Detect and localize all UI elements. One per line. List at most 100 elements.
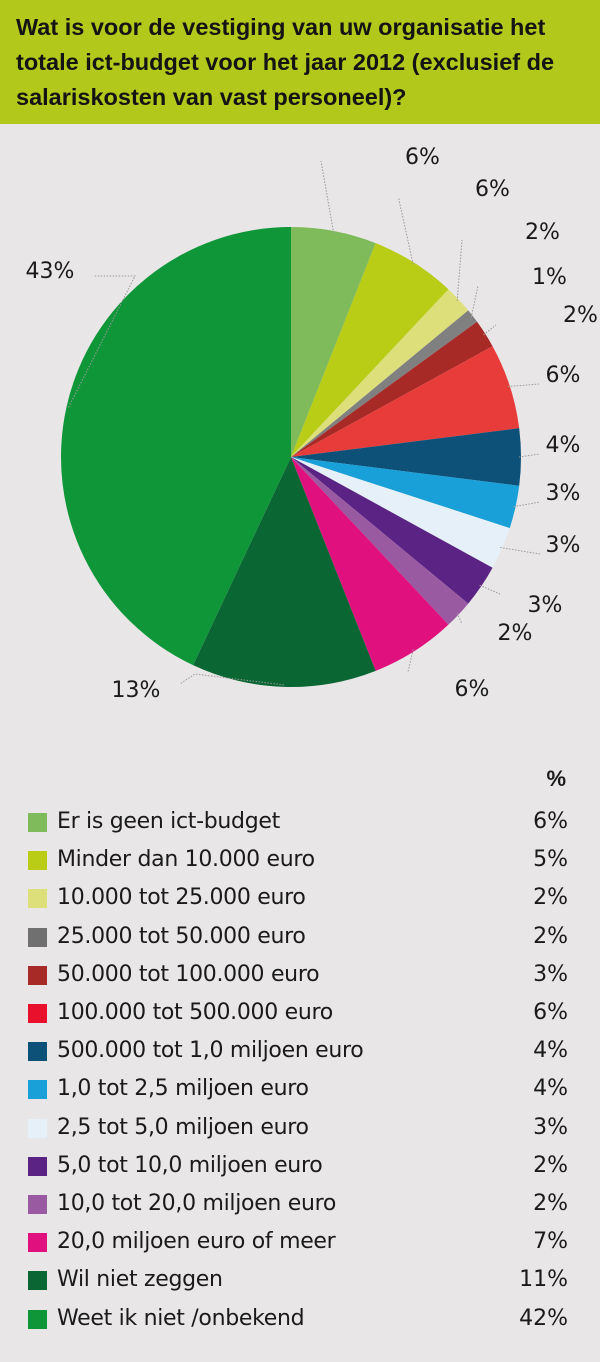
pie-slice: [291, 457, 469, 625]
legend-item: Wil niet zeggen 11%: [28, 1264, 568, 1294]
legend-label: Minder dan 10.000 euro: [57, 847, 315, 873]
legend-value: 2%: [533, 1191, 568, 1216]
legend-value: 3%: [533, 1114, 568, 1140]
legend-item: Er is geen ict-budget 6%: [28, 806, 568, 836]
legend-item: 5,0 tot 10,0 miljoen euro 2%: [28, 1150, 568, 1180]
slice-label: 3%: [546, 533, 581, 558]
legend-label: 10.000 tot 25.000 euro: [57, 885, 306, 911]
pie-slice: [291, 289, 469, 457]
legend-swatch: [28, 1156, 47, 1176]
leader-line: [456, 239, 463, 301]
legend-label: Wil niet zeggen: [57, 1267, 223, 1293]
legend-item: 100.000 tot 500.000 euro 6%: [28, 997, 568, 1027]
legend-item: 2,5 tot 5,0 miljoen euro 3%: [28, 1112, 568, 1142]
leader-line: [483, 324, 497, 336]
legend-value: 7%: [533, 1229, 568, 1255]
slice-label: 2%: [525, 220, 560, 245]
legend-label: 25.000 tot 50.000 euro: [57, 923, 306, 949]
legend-percent-header: %: [546, 766, 566, 791]
slice-label: 2%: [498, 621, 533, 646]
legend-item: 1,0 tot 2,5 miljoen euro 4%: [28, 1073, 568, 1103]
leader-line: [320, 160, 335, 234]
legend-label: 100.000 tot 500.000 euro: [57, 1000, 333, 1025]
slice-label: 1%: [532, 265, 567, 290]
legend-value: 2%: [533, 923, 568, 949]
legend-swatch: [28, 1309, 47, 1329]
slice-label: 4%: [546, 433, 581, 458]
legend-value: 4%: [533, 1076, 568, 1102]
leader-line: [470, 285, 479, 318]
legend-item: Minder dan 10.000 euro 5%: [28, 844, 568, 874]
leader-line: [398, 198, 414, 265]
legend-value: 11%: [519, 1267, 568, 1293]
legend-value: 5%: [533, 847, 568, 873]
pie-slice: [291, 346, 520, 457]
legend-label: 50.000 tot 100.000 euro: [57, 961, 320, 987]
leader-line: [407, 649, 414, 673]
leader-line: [456, 612, 463, 625]
legend-swatch: [28, 965, 47, 985]
legend-item: 500.000 tot 1,0 miljoen euro 4%: [28, 1035, 568, 1065]
legend-label: 1,0 tot 2,5 miljoen euro: [57, 1076, 309, 1102]
slice-label: 3%: [546, 481, 581, 506]
legend-swatch: [28, 851, 47, 871]
legend-value: 6%: [533, 809, 568, 834]
legend-item: 50.000 tot 100.000 euro 3%: [28, 959, 568, 989]
legend-item: 10.000 tot 25.000 euro 2%: [28, 882, 568, 912]
legend-swatch: [28, 1042, 47, 1062]
pie-slice: [291, 243, 449, 457]
legend-value: 2%: [533, 885, 568, 911]
legend-value: 4%: [533, 1038, 568, 1064]
legend-value: 42%: [519, 1305, 568, 1331]
slice-label: 3%: [528, 593, 563, 618]
legend-label: 2,5 tot 5,0 miljoen euro: [57, 1114, 309, 1140]
slice-label: 6%: [475, 177, 510, 202]
pie-slice: [193, 457, 376, 688]
leader-line: [479, 584, 501, 595]
legend-item: 10,0 tot 20,0 miljoen euro 2%: [28, 1188, 568, 1218]
pie-slice: [291, 227, 376, 457]
legend-swatch: [28, 1271, 47, 1291]
legend-label: 5,0 tot 10,0 miljoen euro: [57, 1152, 323, 1178]
legend-swatch: [28, 927, 47, 947]
legend-label: Weet ik niet /onbekend: [57, 1305, 305, 1331]
legend-label: 500.000 tot 1,0 miljoen euro: [57, 1038, 364, 1064]
pie-slice: [60, 227, 292, 666]
slice-label: 43%: [26, 259, 75, 284]
pie-slice: [291, 457, 449, 671]
legend-swatch: [28, 813, 47, 832]
leader-line: [507, 383, 541, 387]
legend-value: 2%: [533, 1152, 568, 1178]
slice-label: 6%: [405, 145, 440, 170]
chart-title: Wat is voor de vestiging van uw organisa…: [16, 14, 555, 110]
title-banner: Wat is voor de vestiging van uw organisa…: [0, 0, 600, 124]
leader-line: [518, 453, 541, 458]
pie-slice: [291, 457, 510, 568]
legend-swatch: [28, 889, 47, 909]
legend-item: Weet ik niet /onbekend 42%: [28, 1303, 568, 1333]
pie-slice: [291, 310, 478, 457]
legend-swatch: [28, 1080, 47, 1100]
pie-slice: [291, 457, 520, 529]
legend-label: 10,0 tot 20,0 miljoen euro: [57, 1191, 337, 1216]
legend-item: 25.000 tot 50.000 euro 2%: [28, 921, 568, 951]
legend-swatch: [28, 1118, 47, 1138]
legend-item: 20,0 miljoen euro of meer 7%: [28, 1226, 568, 1256]
legend-label: 20,0 miljoen euro of meer: [57, 1229, 336, 1255]
legend-swatch: [28, 1233, 47, 1253]
leader-line: [500, 547, 541, 555]
leader-line: [68, 275, 136, 408]
leader-line: [513, 501, 541, 508]
slice-label: 6%: [546, 363, 581, 388]
legend-value: 3%: [533, 961, 568, 987]
slice-label: 6%: [455, 677, 490, 702]
legend-value: 6%: [533, 1000, 568, 1025]
legend-swatch: [28, 1195, 47, 1214]
pie-chart: 6% 6% 2% 1% 2% 6% 4% 3% 3% 3% 2% 6% 13% 43%: [26, 145, 598, 703]
legend-swatch: [28, 1004, 47, 1023]
slice-label: 2%: [563, 303, 598, 328]
legend-label: Er is geen ict-budget: [57, 809, 280, 834]
pie-slice: [291, 457, 493, 604]
pie-slice: [291, 428, 522, 486]
pie-slice: [291, 321, 493, 457]
